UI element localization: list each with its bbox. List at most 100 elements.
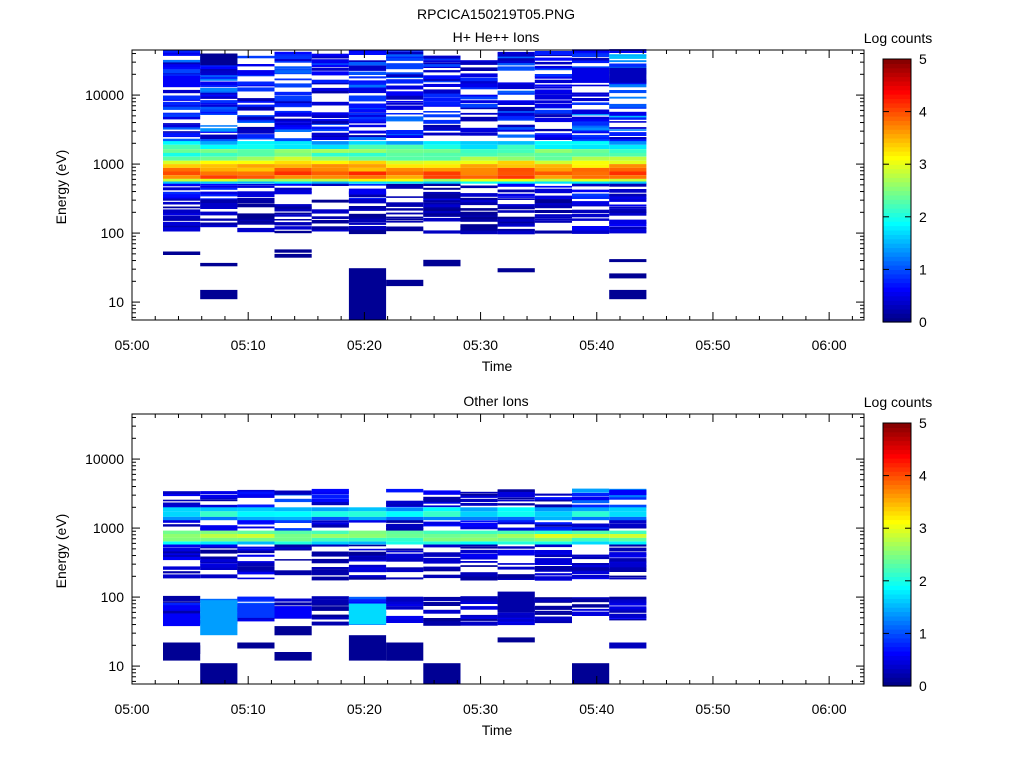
colorbar-segment	[883, 664, 911, 670]
heatmap-cell	[386, 102, 424, 105]
colorbar-segment	[883, 458, 911, 464]
heatmap-cell	[163, 537, 201, 542]
colorbar-segment	[883, 501, 911, 507]
heatmap-cell	[609, 613, 647, 618]
heatmap-cell	[534, 136, 572, 140]
heatmap-cell	[609, 504, 647, 508]
heatmap-cell	[386, 523, 424, 527]
heatmap-cell	[572, 201, 610, 206]
heatmap-cell	[460, 144, 498, 149]
heatmap-cell	[386, 548, 424, 551]
heatmap-cell	[237, 617, 275, 622]
heatmap-cell	[311, 171, 349, 176]
heatmap-cell	[386, 218, 424, 221]
heatmap-cell	[274, 149, 312, 153]
heatmap-cell	[200, 156, 238, 161]
heatmap-cell	[534, 524, 572, 527]
heatmap-cell	[534, 152, 572, 157]
heatmap-cell	[386, 550, 424, 553]
heatmap-cell	[609, 175, 647, 179]
x-tick-label: 05:30	[463, 337, 498, 353]
heatmap-cell	[497, 66, 535, 69]
heatmap-cell	[311, 567, 349, 570]
heatmap-cell	[534, 68, 572, 71]
heatmap-cell	[163, 215, 201, 220]
heatmap-cell	[609, 137, 647, 140]
heatmap-cell	[572, 49, 610, 53]
heatmap-cell	[609, 82, 647, 85]
heatmap-cell	[609, 575, 647, 578]
heatmap-cell	[386, 212, 424, 215]
colorbar-tick-label: 1	[919, 261, 927, 277]
heatmap-cell	[311, 132, 349, 136]
colorbar-frame	[882, 422, 912, 687]
heatmap-cell	[163, 602, 201, 606]
heatmap-cell	[572, 144, 610, 149]
heatmap-cell	[163, 504, 201, 508]
heatmap-cell	[423, 208, 461, 211]
heatmap-cell	[163, 226, 201, 230]
heatmap-cell	[200, 138, 238, 142]
heatmap-cell	[274, 537, 312, 542]
heatmap-cell	[163, 167, 201, 172]
heatmap-cell	[460, 534, 498, 538]
heatmap-cell	[460, 598, 498, 602]
heatmap-cell	[497, 115, 535, 120]
heatmap-cell	[348, 566, 387, 570]
heatmap-cell	[423, 66, 461, 68]
heatmap-cell	[200, 549, 238, 554]
heatmap-cell	[460, 112, 498, 115]
colorbar-segment	[883, 137, 911, 143]
heatmap-cell	[423, 152, 461, 157]
heatmap-cell	[460, 621, 498, 626]
heatmap-cell	[460, 60, 498, 63]
heatmap-cell	[348, 152, 387, 157]
heatmap-cell	[274, 122, 312, 125]
colorbar-segment	[883, 265, 911, 270]
heatmap-cell	[200, 543, 238, 548]
heatmap-cell	[274, 171, 312, 176]
heatmap-cell	[200, 90, 238, 93]
heatmap-cell	[609, 523, 647, 528]
heatmap-cell	[311, 569, 349, 572]
heatmap-cell	[237, 537, 275, 542]
colorbar-segment	[883, 98, 911, 104]
heatmap-cell	[274, 164, 312, 168]
heatmap-cell	[274, 541, 312, 545]
heatmap-cell	[534, 181, 572, 184]
heatmap-cell	[200, 218, 238, 221]
heatmap-cell	[460, 127, 498, 133]
heatmap-cell	[274, 222, 312, 226]
heatmap-cell	[534, 156, 572, 161]
heatmap-cell	[497, 51, 535, 55]
heatmap-cell	[311, 498, 349, 502]
colorbar-segment	[883, 229, 911, 235]
heatmap-cell	[423, 200, 461, 203]
heatmap-cell	[497, 193, 535, 197]
heatmap-cell	[460, 214, 498, 218]
heatmap-cell	[497, 527, 535, 532]
y-tick-label: 100	[101, 589, 125, 605]
heatmap-cell	[311, 571, 349, 574]
colorbar-segment	[883, 107, 911, 113]
heatmap-cell	[609, 273, 647, 279]
x-axis-label: Time	[482, 358, 513, 374]
heatmap-cell	[423, 132, 461, 136]
heatmap-cell	[534, 605, 572, 610]
heatmap-cell	[163, 141, 201, 145]
heatmap-cell	[163, 601, 201, 603]
heatmap-cell	[572, 137, 610, 143]
heatmap-cell	[274, 626, 312, 636]
heatmap-cell	[348, 596, 387, 600]
heatmap-cell	[163, 574, 201, 579]
heatmap-cell	[423, 524, 461, 527]
heatmap-cell	[386, 534, 424, 538]
heatmap-cell	[423, 537, 461, 542]
heatmap-cell	[274, 83, 312, 88]
heatmap-cell	[423, 543, 461, 548]
heatmap-cell	[497, 61, 535, 66]
heatmap-cell	[163, 49, 201, 53]
heatmap-cell	[572, 663, 610, 684]
heatmap-cell	[460, 618, 498, 621]
heatmap-cell	[423, 156, 461, 161]
